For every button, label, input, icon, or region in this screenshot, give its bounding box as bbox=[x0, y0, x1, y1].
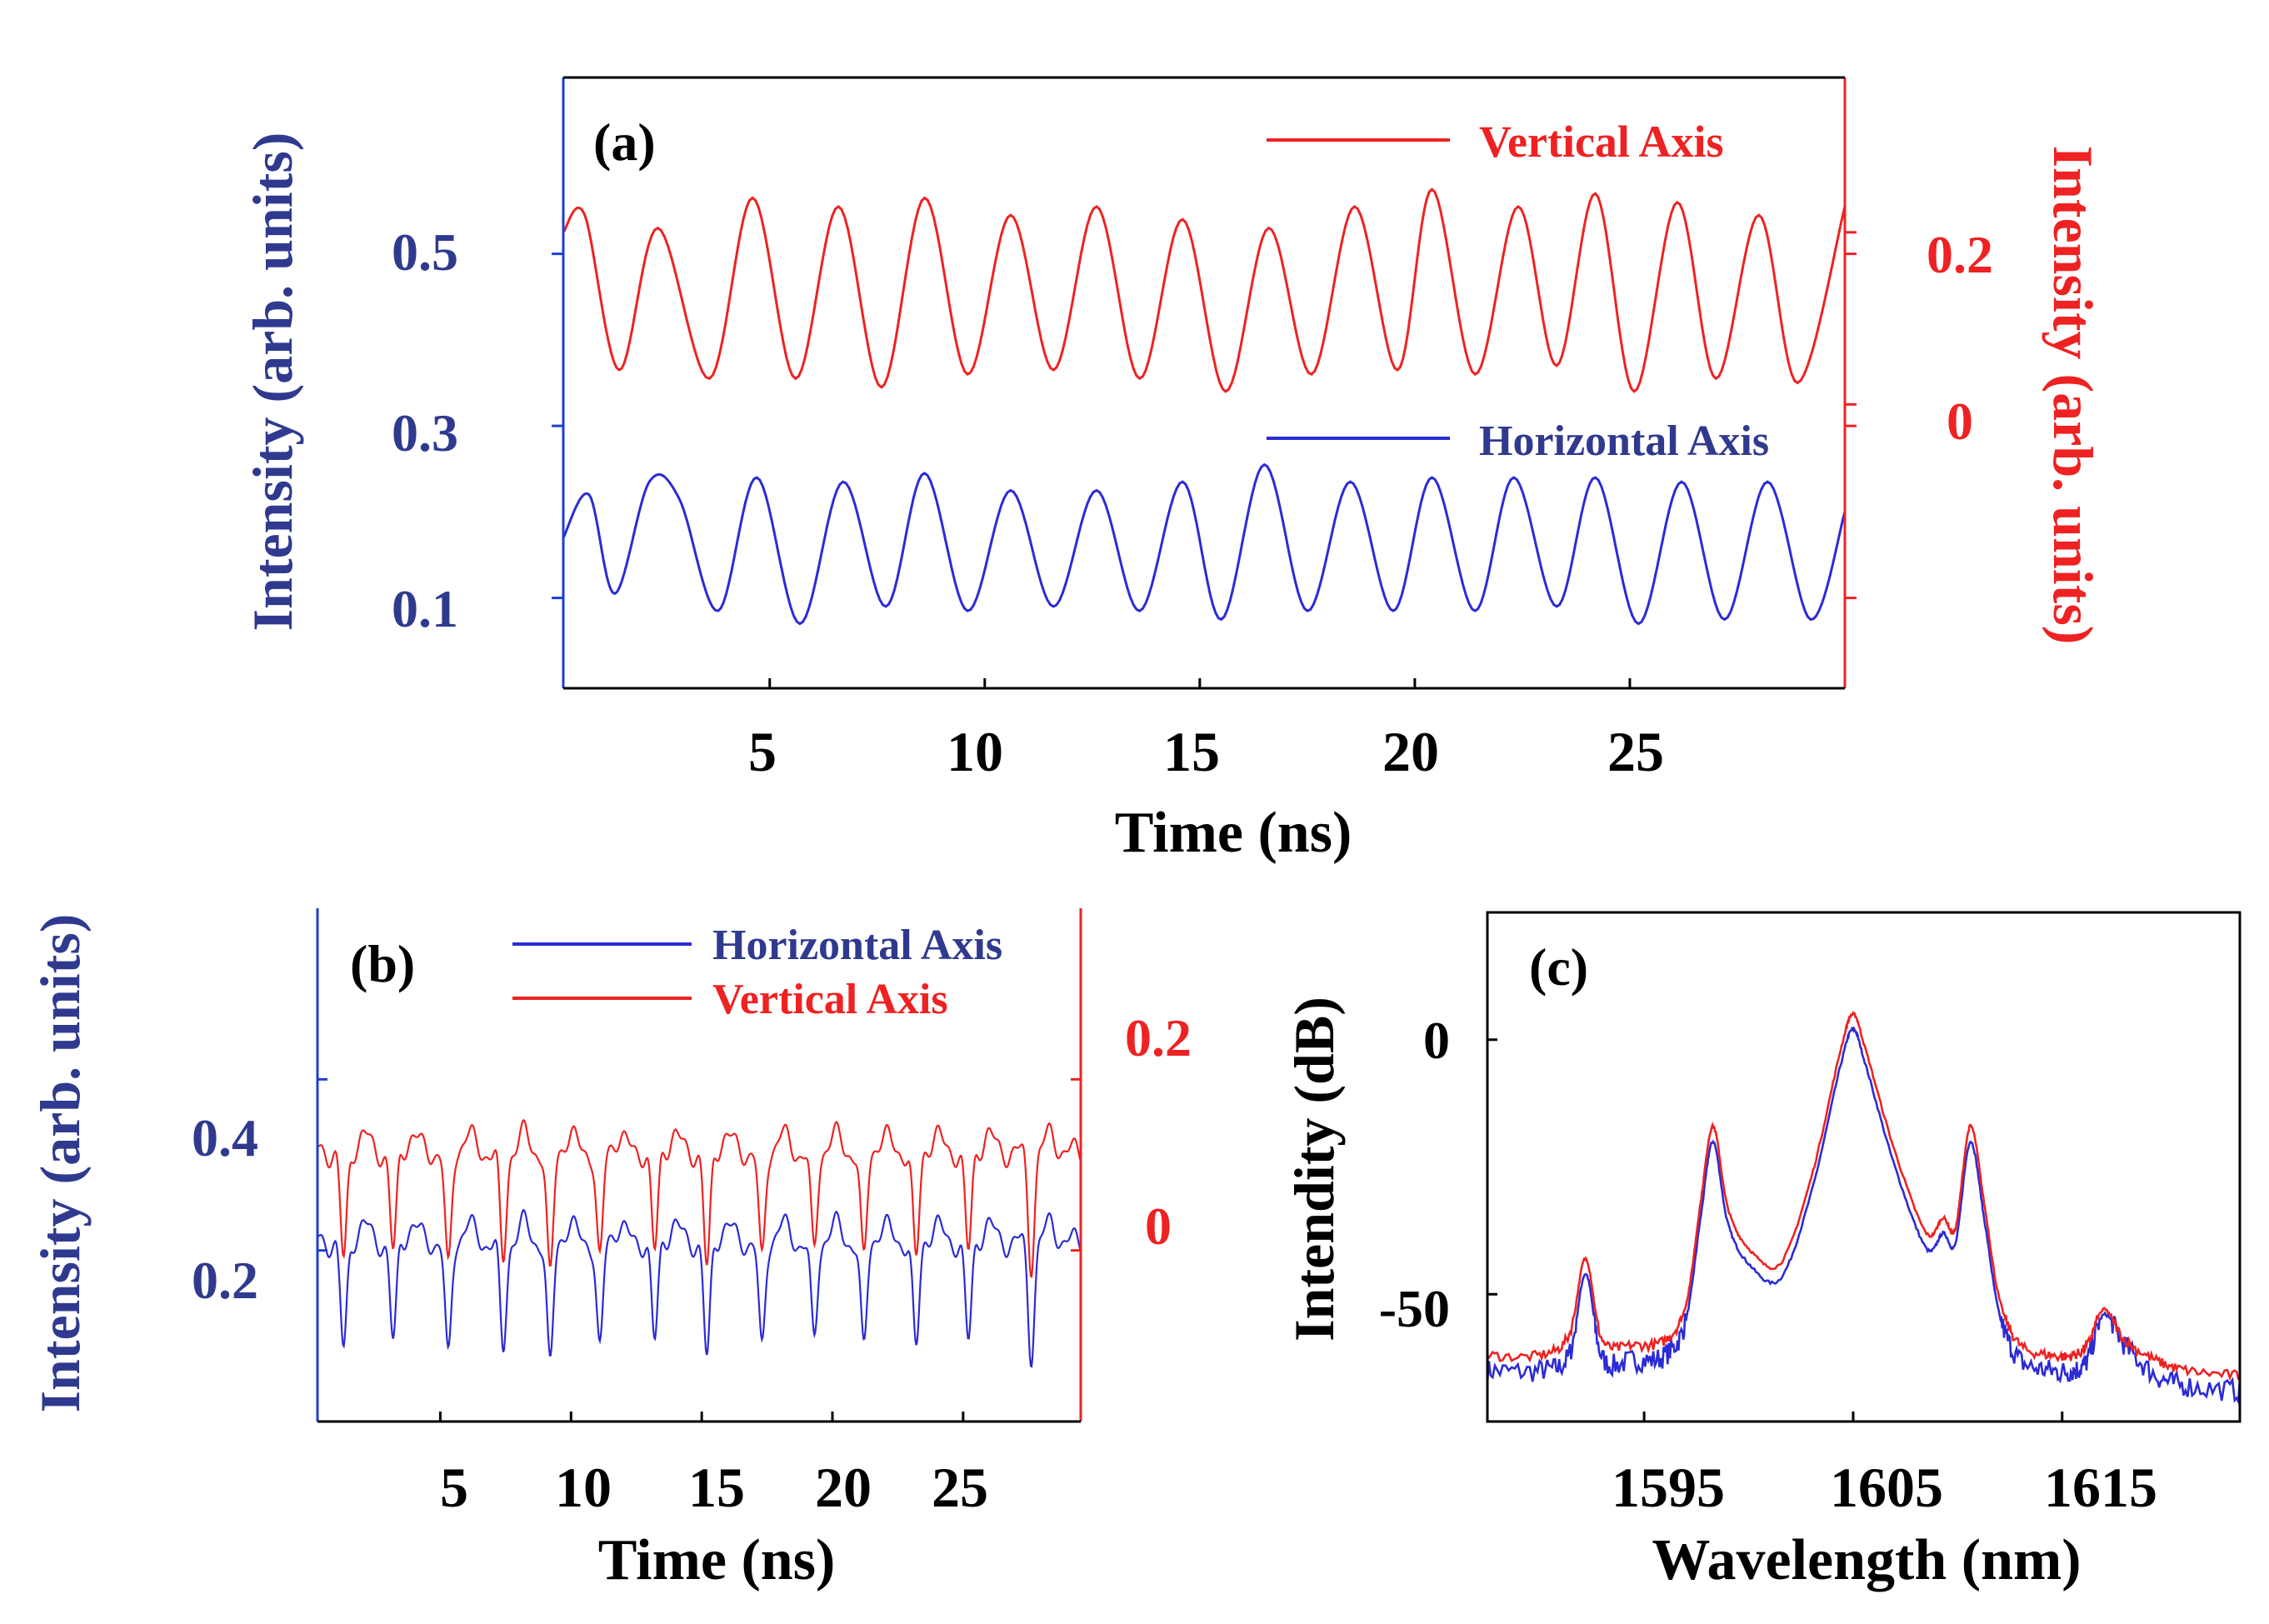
panel-b-ylabel-left: Intensity (arb. units) bbox=[28, 914, 92, 1413]
panel-b-legend-vertical: Vertical Axis bbox=[712, 976, 948, 1023]
panel-b: (b) Horizontal Axis Vertical Axis 0.2 0.… bbox=[28, 908, 1192, 1592]
panel-c-ylabel: Intendity (dB) bbox=[1282, 997, 1346, 1342]
panel-a-ytick-label-right-0: 0 bbox=[1947, 392, 1973, 451]
panel-b-legend-horizontal: Horizontal Axis bbox=[712, 922, 1002, 969]
panel-c-xlabel: Wavelength (nm) bbox=[1652, 1528, 2081, 1592]
panel-a-ylabel-left: Intensity (arb. units) bbox=[241, 132, 304, 632]
panel-b-xtick-label-3: 20 bbox=[815, 1456, 872, 1519]
panel-c: (c) -50 0 1595 1605 1615 Wavelength (nm)… bbox=[1282, 911, 2242, 1592]
panel-a-legend-horizontal: Horizontal Axis bbox=[1479, 417, 1769, 465]
panel-a-series-vertical bbox=[562, 187, 1847, 393]
panel-a-xtick-label-0: 5 bbox=[748, 720, 777, 783]
panel-a-plot-lines bbox=[562, 187, 1847, 626]
panel-b-ytick-label-right-1: 0.2 bbox=[1125, 1008, 1192, 1067]
panel-a-xtick-label-4: 25 bbox=[1607, 720, 1664, 783]
panel-c-ytick-label-1: 0 bbox=[1423, 1011, 1450, 1070]
panel-a-ytick-label-left-0: 0.1 bbox=[392, 579, 458, 638]
panel-a-ylabel-right: Intensity (arb. units) bbox=[2042, 146, 2105, 645]
panel-b-xtick-label-2: 15 bbox=[688, 1456, 745, 1519]
panel-a-legend-vertical: Vertical Axis bbox=[1479, 117, 1723, 167]
panel-a: (a) Vertical Axis Horizontal Axis 0.1 0.… bbox=[241, 76, 2105, 865]
panel-b-label: (b) bbox=[350, 934, 415, 993]
panel-b-series-vertical bbox=[317, 1118, 1082, 1279]
panel-c-xtick-label-0: 1595 bbox=[1612, 1456, 1725, 1519]
panel-c-series-blue bbox=[1486, 1026, 2242, 1406]
panel-a-ticks bbox=[552, 231, 1857, 688]
panel-a-xtick-label-1: 10 bbox=[947, 720, 1003, 783]
panel-b-xlabel: Time (ns) bbox=[598, 1528, 836, 1592]
panel-a-xtick-label-3: 20 bbox=[1382, 720, 1439, 783]
panel-c-ticks bbox=[1487, 1038, 2064, 1422]
panel-a-series-horizontal bbox=[562, 462, 1847, 626]
panel-b-series-horizontal bbox=[317, 1208, 1082, 1368]
panel-c-ytick-label-0: -50 bbox=[1379, 1279, 1450, 1338]
panel-a-xtick-label-2: 15 bbox=[1163, 720, 1220, 783]
panel-b-ytick-label-left-1: 0.4 bbox=[192, 1108, 258, 1167]
panel-b-ticks bbox=[317, 1077, 1081, 1422]
panel-b-ytick-label-left-0: 0.2 bbox=[192, 1251, 258, 1310]
panel-c-label: (c) bbox=[1529, 937, 1588, 997]
panel-c-xtick-label-1: 1605 bbox=[1830, 1456, 1943, 1519]
panel-b-ytick-label-right-0: 0 bbox=[1145, 1197, 1172, 1256]
panel-c-xtick-label-2: 1615 bbox=[2044, 1456, 2157, 1519]
panel-a-ytick-label-left-2: 0.5 bbox=[392, 222, 458, 282]
panel-a-ytick-label-left-1: 0.3 bbox=[392, 403, 458, 462]
panel-a-ytick-label-right-1: 0.2 bbox=[1927, 225, 1993, 284]
panel-b-xtick-label-4: 25 bbox=[932, 1456, 988, 1519]
panel-c-frame bbox=[1486, 911, 2242, 1423]
panel-a-xlabel: Time (ns) bbox=[1115, 801, 1352, 865]
panel-a-label: (a) bbox=[593, 112, 656, 172]
panel-c-plot-lines bbox=[1486, 1011, 2242, 1406]
panel-b-plot-lines bbox=[317, 1118, 1082, 1368]
panel-b-xtick-label-1: 10 bbox=[555, 1456, 612, 1519]
panel-c-series-red bbox=[1486, 1011, 2241, 1382]
panel-b-xtick-label-0: 5 bbox=[440, 1456, 468, 1519]
